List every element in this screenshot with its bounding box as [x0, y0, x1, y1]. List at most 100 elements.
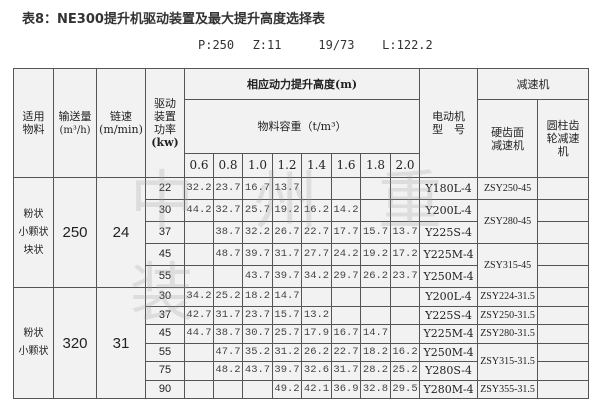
- lift-height-cell: 30.7: [242, 324, 273, 344]
- lift-height-cell: 32.2: [242, 221, 273, 244]
- capacity-unit: (m³/h): [59, 124, 91, 136]
- header-hard-reducer: 硬齿面减速机: [477, 99, 539, 178]
- cylindrical-reducer-cell: [537, 342, 590, 362]
- lift-height-cell: 16.7: [331, 324, 361, 344]
- power-cell: 30: [145, 199, 185, 222]
- capacity-cell: 320: [53, 287, 97, 399]
- lift-height-cell: 14.7: [272, 287, 302, 307]
- table-row: 55 43.7 39.7 34.2 29.7 26.2 23.7 Y250M-4: [14, 265, 590, 288]
- lift-height-cell: [360, 177, 391, 200]
- lift-height-cell: [360, 287, 391, 307]
- header-material: 适用物料: [13, 68, 54, 178]
- lift-height-cell: 16.7: [242, 177, 273, 200]
- lift-height-cell: 18.2: [360, 342, 391, 362]
- lift-height-cell: 31.2: [272, 342, 302, 362]
- lift-height-cell: [389, 177, 421, 200]
- lift-height-cell: 23.7: [213, 177, 243, 200]
- table-title: 表8：NE300提升机驱动装置及最大提升高度选择表: [22, 12, 325, 27]
- cylindrical-reducer-cell: [537, 221, 590, 244]
- lift-height-cell: [331, 177, 361, 200]
- lift-height-cell: 17.7: [331, 221, 361, 244]
- lift-height-cell: 18.2: [242, 287, 273, 307]
- power-unit: (kw): [151, 136, 179, 149]
- lift-height-cell: 13.2: [301, 305, 332, 325]
- lift-height-cell: 27.7: [301, 243, 332, 266]
- lift-height-cell: 43.7: [242, 265, 273, 288]
- lift-height-cell: 39.7: [272, 361, 302, 381]
- lift-height-cell: [301, 287, 332, 307]
- density-1.4: 1.4: [301, 153, 332, 178]
- lift-height-cell: 38.7: [213, 221, 243, 244]
- lift-height-cell: 31.7: [331, 361, 361, 381]
- cylindrical-reducer-cell: [537, 361, 590, 381]
- capacity-cell: 250: [53, 177, 97, 288]
- lift-height-cell: 32.6: [301, 361, 332, 381]
- power-cell: 45: [145, 243, 185, 266]
- hard-reducer-cell: ZSY315-45: [477, 243, 539, 288]
- speed-cell: 24: [96, 177, 146, 288]
- cylindrical-reducer-cell: [537, 305, 590, 325]
- motor-model-cell: Y225M-4: [419, 243, 479, 266]
- lift-height-cell: [184, 265, 214, 288]
- table-row: 30 44.2 32.7 25.7 19.2 16.2 14.2 Y200L-4 ZSY280-…: [14, 199, 590, 244]
- motor-model-cell: Y200L-4: [419, 287, 479, 307]
- cylindrical-reducer-cell: [537, 199, 590, 222]
- lift-height-cell: [389, 305, 421, 325]
- power-label: 驱动装置功率: [154, 97, 176, 136]
- table-row: 45 48.7 39.7 31.7 27.7 24.2 19.2 17.2 Y225M-4 ZSY…: [14, 243, 590, 288]
- header-power: 驱动装置功率 (kw): [145, 68, 185, 178]
- density-1.2: 1.2: [272, 153, 302, 178]
- lift-height-cell: [213, 379, 243, 399]
- material-cell: 粉状 小颗状 块状: [13, 177, 54, 288]
- lift-height-cell: 29.5: [389, 379, 421, 399]
- lift-height-cell: 25.2: [389, 361, 421, 381]
- lift-height-cell: 42.1: [301, 379, 332, 399]
- header-cylindrical-reducer: 圆柱齿轮减速机: [537, 99, 590, 178]
- cylindrical-reducer-cell: [537, 265, 590, 288]
- header-reducer: 减速机: [477, 68, 590, 100]
- lift-height-cell: 44.7: [184, 324, 214, 344]
- lift-height-cell: 32.7: [213, 199, 243, 222]
- lift-height-cell: 31.7: [213, 305, 243, 325]
- density-1.6: 1.6: [331, 153, 361, 178]
- lift-height-cell: 47.7: [213, 342, 243, 362]
- lift-height-cell: [331, 287, 361, 307]
- lift-height-cell: 23.7: [242, 305, 273, 325]
- lift-height-cell: 16.2: [301, 199, 332, 222]
- density-0.6: 0.6: [184, 153, 214, 178]
- lift-height-cell: 34.2: [301, 265, 332, 288]
- cylindrical-reducer-cell: [537, 324, 590, 344]
- material-cell: 粉状 小颗状: [13, 287, 54, 399]
- header-speed: 链速 (m/min): [96, 68, 146, 178]
- power-cell: 45: [145, 324, 185, 344]
- lift-height-cell: 32.8: [360, 379, 391, 399]
- lift-height-cell: 43.7: [242, 361, 273, 381]
- power-cell: 55: [145, 342, 185, 362]
- lift-height-cell: 48.2: [213, 361, 243, 381]
- power-cell: 90: [145, 379, 185, 399]
- lift-height-cell: 36.9: [331, 379, 361, 399]
- lift-height-cell: [331, 305, 361, 325]
- lift-height-cell: 32.2: [184, 177, 214, 200]
- motor-model-cell: Y250M-4: [419, 265, 479, 288]
- lift-height-label: 相应动力提升高度(m): [247, 77, 358, 91]
- speed-cell: 31: [96, 287, 146, 399]
- lift-height-cell: [184, 221, 214, 244]
- lift-height-cell: 16.2: [389, 342, 421, 362]
- lift-height-cell: 19.2: [360, 243, 391, 266]
- lift-height-cell: 39.7: [272, 265, 302, 288]
- header-capacity: 输送量 (m³/h): [53, 68, 97, 178]
- lift-height-cell: 25.7: [242, 199, 273, 222]
- table-row: 粉状 小颗状 块状 250 24 22 32.2 23.7 16.7 13.7 Y180L-4 Z…: [13, 177, 590, 288]
- lift-height-cell: 24.2: [331, 243, 361, 266]
- lift-height-cell: 29.7: [331, 265, 361, 288]
- lift-height-cell: 26.2: [360, 265, 391, 288]
- lift-height-cell: [389, 287, 421, 307]
- cylindrical-reducer-cell: [537, 379, 590, 399]
- lift-height-cell: 28.2: [360, 361, 391, 381]
- motor-model-cell: Y200L-4: [419, 199, 479, 222]
- table-row: 45 44.7 38.7 30.7 25.7 17.9 16.7 14.7 Y225M-4 ZSY…: [14, 324, 590, 344]
- lift-height-cell: 25.7: [272, 324, 302, 344]
- lift-height-cell: 35.2: [242, 342, 273, 362]
- lift-height-cell: 31.7: [272, 243, 302, 266]
